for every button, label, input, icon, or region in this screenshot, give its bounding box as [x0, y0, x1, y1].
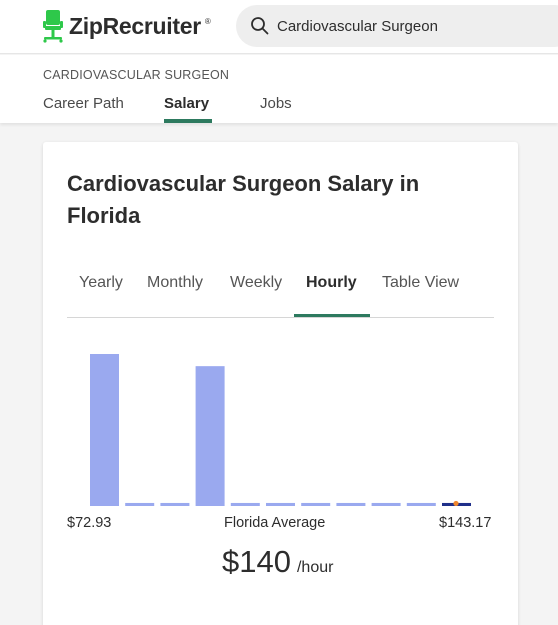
average-salary: $140 /hour — [222, 544, 333, 580]
logo-text: ZipRecruiter — [69, 12, 201, 39]
period-tab-indicator — [294, 314, 370, 317]
period-tab-hourly[interactable]: Hourly — [306, 274, 357, 291]
period-tab-monthly[interactable]: Monthly — [147, 274, 204, 291]
range-min-value: $72.93 — [67, 515, 112, 531]
search-icon — [251, 17, 269, 35]
average-salary-value: $140 — [222, 544, 291, 579]
histogram-bar — [406, 502, 436, 506]
period-tab-weekly[interactable]: Weekly — [230, 274, 283, 291]
top-bar: ZipRecruiter ® Cardiovascular Surgeon — [0, 0, 558, 54]
search-input[interactable]: Cardiovascular Surgeon — [236, 5, 558, 47]
range-average-label: Florida Average — [224, 515, 326, 531]
histogram-bar — [90, 354, 119, 506]
period-tab-table-view[interactable]: Table View — [382, 274, 460, 291]
range-max-value: $143.17 — [439, 515, 492, 531]
tab-jobs[interactable]: Jobs — [260, 95, 292, 112]
active-tab-indicator — [164, 119, 212, 123]
salary-card: Cardiovascular Surgeon Salary in Florida… — [43, 142, 518, 625]
registered-mark: ® — [204, 16, 211, 26]
histogram-bar — [195, 366, 225, 506]
chair-logo-icon — [43, 10, 63, 43]
histogram-bar — [371, 502, 401, 506]
histogram-bar — [125, 502, 155, 506]
tab-salary[interactable]: Salary — [164, 95, 210, 112]
histogram-bar — [301, 502, 331, 506]
job-title-label: CARDIOVASCULAR SURGEON — [43, 68, 230, 82]
card-title: Cardiovascular Surgeon Salary in Florida — [67, 171, 420, 228]
histogram-bar — [336, 502, 366, 506]
histogram-bar — [266, 502, 295, 506]
histogram-bar — [230, 502, 260, 506]
period-tabs-divider — [67, 317, 494, 318]
period-tab-yearly[interactable]: Yearly — [79, 274, 123, 291]
histogram-bar — [160, 502, 190, 506]
average-salary-unit: /hour — [296, 559, 334, 576]
search-input-value: Cardiovascular Surgeon — [277, 18, 438, 35]
ziprecruiter-logo[interactable]: ZipRecruiter ® — [41, 9, 211, 43]
tab-career-path[interactable]: Career Path — [43, 95, 124, 112]
job-subnav: CARDIOVASCULAR SURGEON Career Path Salar… — [0, 55, 558, 123]
salary-histogram — [90, 354, 471, 507]
average-marker — [453, 500, 459, 507]
